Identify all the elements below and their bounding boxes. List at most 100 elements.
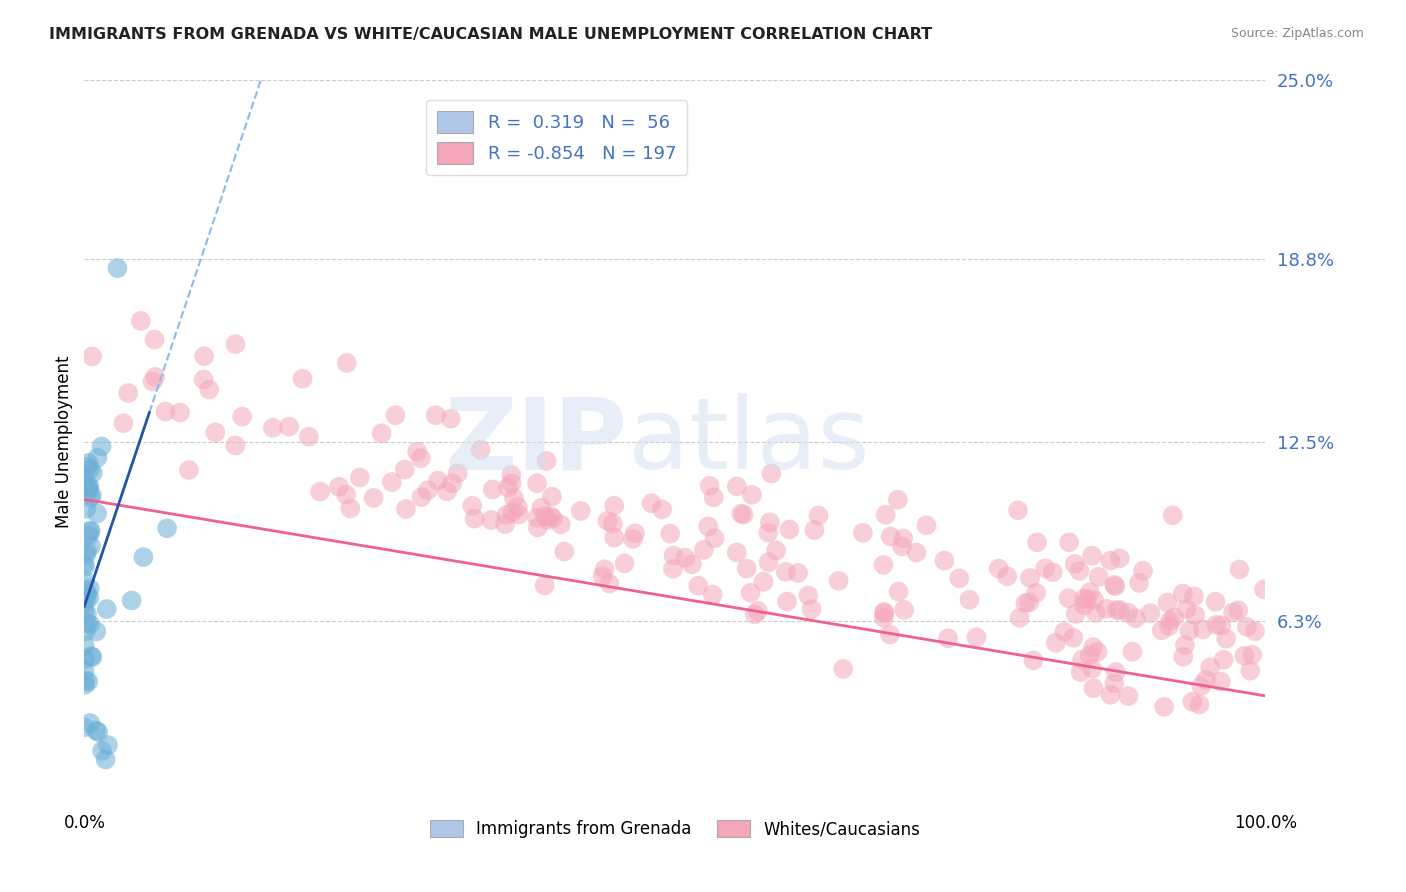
Point bbox=[461, 499, 484, 513]
Point bbox=[94, 752, 117, 766]
Point bbox=[702, 588, 724, 602]
Point bbox=[1171, 586, 1194, 600]
Point bbox=[1063, 557, 1085, 571]
Point bbox=[673, 550, 696, 565]
Point bbox=[1150, 624, 1173, 638]
Point bbox=[1087, 645, 1109, 659]
Point bbox=[733, 508, 755, 522]
Point bbox=[1025, 586, 1047, 600]
Point bbox=[887, 584, 910, 599]
Point bbox=[411, 490, 433, 504]
Point bbox=[1076, 592, 1098, 607]
Point bbox=[76, 591, 98, 606]
Point bbox=[495, 508, 517, 522]
Point bbox=[621, 532, 644, 546]
Point bbox=[1057, 535, 1080, 549]
Point bbox=[603, 499, 626, 513]
Point bbox=[915, 518, 938, 533]
Point bbox=[1195, 673, 1218, 687]
Point bbox=[697, 519, 720, 533]
Point bbox=[91, 744, 114, 758]
Point bbox=[832, 662, 855, 676]
Point bbox=[278, 419, 301, 434]
Point bbox=[1084, 606, 1107, 620]
Point bbox=[1182, 589, 1205, 603]
Point bbox=[82, 350, 104, 364]
Point bbox=[1253, 582, 1275, 597]
Point bbox=[73, 664, 96, 678]
Point bbox=[79, 716, 101, 731]
Point bbox=[1125, 611, 1147, 625]
Point bbox=[787, 566, 810, 580]
Point bbox=[1104, 578, 1126, 592]
Point bbox=[79, 463, 101, 477]
Text: atlas: atlas bbox=[627, 393, 869, 490]
Point bbox=[526, 510, 548, 524]
Point bbox=[526, 520, 548, 534]
Point bbox=[1211, 618, 1233, 632]
Point bbox=[1099, 554, 1122, 568]
Point bbox=[1057, 591, 1080, 606]
Point bbox=[291, 372, 314, 386]
Point bbox=[503, 491, 526, 506]
Point bbox=[1081, 662, 1104, 676]
Point bbox=[1184, 607, 1206, 622]
Point bbox=[725, 479, 748, 493]
Point bbox=[336, 356, 359, 370]
Point bbox=[550, 517, 572, 532]
Point bbox=[75, 624, 97, 639]
Point bbox=[501, 467, 523, 482]
Point bbox=[73, 478, 96, 492]
Point bbox=[879, 627, 901, 641]
Point bbox=[1073, 591, 1095, 606]
Point bbox=[965, 630, 987, 644]
Point bbox=[496, 480, 519, 494]
Point bbox=[602, 516, 624, 531]
Point bbox=[75, 583, 97, 598]
Point bbox=[84, 723, 107, 738]
Point bbox=[481, 483, 503, 497]
Point bbox=[1159, 614, 1181, 628]
Point bbox=[1018, 595, 1040, 609]
Point bbox=[534, 509, 557, 524]
Point bbox=[76, 543, 98, 558]
Point bbox=[409, 451, 432, 466]
Point bbox=[699, 479, 721, 493]
Point bbox=[752, 574, 775, 589]
Point bbox=[759, 516, 782, 530]
Point bbox=[1241, 648, 1264, 662]
Point bbox=[873, 606, 896, 620]
Point bbox=[339, 501, 361, 516]
Point bbox=[1174, 638, 1197, 652]
Point bbox=[370, 426, 392, 441]
Point bbox=[1118, 689, 1140, 703]
Point bbox=[1014, 596, 1036, 610]
Point bbox=[541, 490, 564, 504]
Point bbox=[204, 425, 226, 440]
Point bbox=[1108, 551, 1130, 566]
Point bbox=[613, 556, 636, 570]
Point bbox=[591, 569, 613, 583]
Point bbox=[1161, 508, 1184, 523]
Point bbox=[155, 404, 177, 418]
Point bbox=[80, 488, 103, 502]
Point bbox=[75, 673, 97, 688]
Point bbox=[77, 459, 100, 474]
Point bbox=[75, 501, 97, 516]
Point bbox=[1121, 645, 1143, 659]
Point bbox=[1191, 623, 1213, 637]
Point bbox=[79, 617, 101, 632]
Point bbox=[384, 409, 406, 423]
Text: Source: ZipAtlas.com: Source: ZipAtlas.com bbox=[1230, 27, 1364, 40]
Point bbox=[1153, 699, 1175, 714]
Point bbox=[1087, 570, 1109, 584]
Point bbox=[96, 602, 118, 616]
Point bbox=[540, 509, 562, 524]
Point bbox=[73, 557, 96, 571]
Point bbox=[1239, 664, 1261, 678]
Point bbox=[1132, 564, 1154, 578]
Point bbox=[948, 571, 970, 585]
Point bbox=[426, 474, 449, 488]
Point bbox=[1062, 631, 1084, 645]
Point bbox=[80, 649, 103, 664]
